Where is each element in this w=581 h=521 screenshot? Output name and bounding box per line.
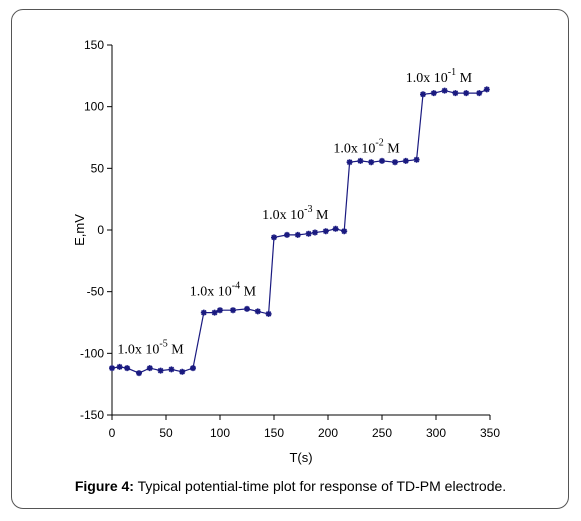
data-point — [441, 87, 448, 94]
x-tick-label: 100 — [210, 426, 230, 440]
y-tick-label: -150 — [80, 408, 104, 422]
data-point — [157, 367, 164, 374]
data-point — [254, 308, 261, 315]
data-point — [284, 231, 290, 238]
x-tick-label: 250 — [372, 426, 392, 440]
data-point — [124, 365, 131, 372]
concentration-label: 1.0x 10-2 M — [333, 137, 400, 156]
data-point — [476, 90, 483, 97]
x-tick-label: 350 — [480, 426, 500, 440]
data-point — [109, 365, 115, 372]
data-point — [413, 156, 420, 163]
data-point — [294, 231, 301, 238]
y-tick-label: -100 — [80, 346, 104, 360]
concentration-label: 1.0x 10-5 M — [117, 338, 184, 357]
data-point — [368, 159, 375, 166]
data-point — [392, 159, 398, 166]
chart-annotations: 1.0x 10-5 M 1.0x 10-4 M 1.0x 10-3 M 1.0x 10… — [117, 67, 472, 357]
data-point — [341, 228, 348, 235]
figure-frame — [11, 9, 569, 509]
data-point — [305, 230, 312, 237]
data-point — [136, 370, 142, 377]
figure-caption: Figure 4: Typical potential-time plot fo… — [0, 478, 581, 494]
y-tick-label: 0 — [97, 223, 104, 237]
concentration-label: 1.0x 10-1 M — [406, 67, 473, 86]
caption-label: Figure 4: — [74, 478, 134, 494]
chart-ticks: -150 -100 -50 0 50 100 150 0 50 100 150 200 250 300 35… — [80, 38, 500, 440]
x-tick-label: 50 — [159, 426, 173, 440]
data-point — [190, 365, 196, 372]
data-point — [379, 157, 385, 164]
data-point — [402, 157, 409, 164]
x-tick-label: 200 — [318, 426, 338, 440]
data-point — [217, 307, 223, 314]
data-point — [200, 309, 207, 316]
data-point — [452, 90, 459, 97]
x-tick-label: 300 — [426, 426, 446, 440]
data-point — [322, 228, 329, 235]
y-tick-label: 50 — [91, 161, 105, 175]
x-tick-label: 150 — [264, 426, 284, 440]
data-point — [357, 157, 364, 164]
data-point — [271, 234, 277, 241]
data-point — [179, 368, 186, 375]
concentration-label: 1.0x 10-4 M — [190, 280, 257, 299]
data-point — [420, 91, 426, 98]
data-point — [483, 86, 490, 93]
data-point — [230, 307, 236, 314]
data-point — [211, 309, 218, 316]
data-point — [332, 225, 339, 232]
data-point — [463, 90, 470, 97]
data-point — [346, 159, 353, 166]
y-tick-label: -50 — [87, 285, 105, 299]
y-tick-label: 100 — [84, 100, 104, 114]
x-tick-label: 0 — [109, 426, 116, 440]
chart-axes — [111, 45, 490, 416]
x-axis-label: T(s) — [289, 450, 312, 465]
caption-text: Typical potential-time plot for response… — [133, 478, 507, 494]
data-point — [116, 363, 123, 370]
data-point — [146, 365, 153, 372]
data-point — [265, 310, 272, 317]
data-point — [430, 90, 437, 97]
data-point — [244, 305, 250, 312]
data-point — [312, 229, 318, 236]
y-tick-label: 150 — [84, 38, 104, 52]
chart-series — [109, 86, 490, 377]
series-line — [111, 88, 488, 374]
concentration-label: 1.0x 10-3 M — [262, 204, 329, 223]
y-axis-label: E,mV — [72, 214, 87, 246]
data-point — [168, 366, 175, 373]
